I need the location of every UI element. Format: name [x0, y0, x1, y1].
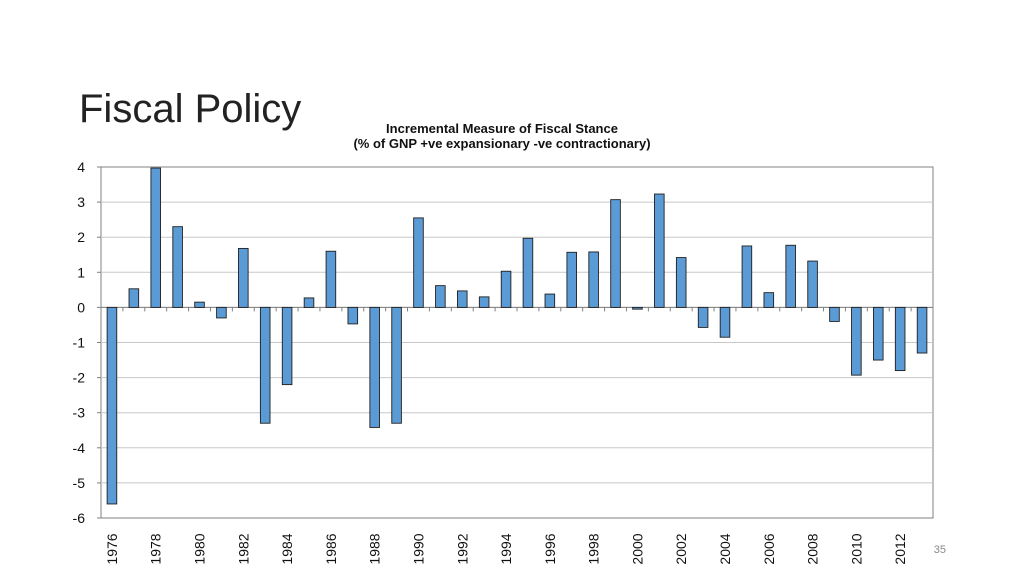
x-tick-label: 2012 — [892, 533, 908, 564]
slide-title: Fiscal Policy — [79, 86, 302, 131]
bar-2004 — [719, 306, 731, 338]
y-tick-label: -3 — [73, 405, 86, 421]
bar-2011 — [872, 306, 884, 361]
x-tick-label: 1986 — [323, 533, 339, 564]
bar-1995 — [522, 237, 534, 308]
x-tick-label: 1994 — [498, 533, 514, 564]
bar-1999 — [610, 199, 621, 308]
x-tick-label: 1990 — [410, 533, 426, 564]
y-tick-label: -1 — [73, 335, 86, 351]
bar-1991 — [435, 285, 446, 308]
bar-2008 — [807, 260, 818, 308]
y-tick-label: 1 — [77, 264, 85, 280]
bar-1989 — [391, 306, 402, 424]
chart-title: Incremental Measure of Fiscal Stance — [386, 121, 618, 136]
x-tick-label: 2000 — [629, 533, 645, 564]
bar-1987 — [347, 306, 359, 325]
bar-1985 — [303, 297, 315, 308]
x-tick-label: 1976 — [104, 533, 120, 564]
x-tick-label: 2010 — [848, 533, 864, 564]
chart-subtitle: (% of GNP +ve expansionary -ve contracti… — [353, 136, 651, 151]
y-tick-label: 3 — [77, 194, 85, 210]
bar-1993 — [478, 296, 490, 308]
bar-1986 — [325, 250, 337, 308]
bar-1994 — [500, 270, 512, 308]
y-tick-label: 2 — [77, 229, 85, 245]
bar-1997 — [566, 251, 578, 308]
bar-1977 — [128, 288, 140, 308]
bar-2010 — [851, 306, 862, 376]
page-number: 35 — [933, 544, 946, 556]
x-tick-label: 2008 — [805, 533, 821, 564]
x-tick-label: 1992 — [454, 533, 470, 564]
bar-2000 — [632, 306, 643, 310]
bar-1990 — [413, 217, 424, 308]
bar-2003 — [697, 306, 709, 328]
bar-2001 — [654, 193, 665, 308]
x-tick-label: 2002 — [673, 533, 689, 564]
x-tick-label: 2004 — [717, 533, 733, 564]
x-tick-label: 1978 — [148, 533, 164, 564]
bar-1979 — [172, 226, 183, 308]
bar-2007 — [785, 244, 796, 308]
bar-1992 — [456, 290, 468, 308]
bar-1976 — [106, 306, 118, 505]
y-tick-label: -6 — [73, 510, 86, 526]
bar-1982 — [238, 247, 249, 308]
bar-2005 — [741, 245, 753, 308]
y-tick-label: 0 — [77, 299, 85, 315]
bar-2012 — [894, 306, 906, 372]
bar-1996 — [544, 293, 556, 308]
x-tick-label: 1996 — [542, 533, 558, 564]
x-tick-label: 1984 — [279, 533, 295, 564]
y-tick-label: -5 — [73, 475, 86, 491]
bar-1980 — [194, 301, 205, 308]
bar-1981 — [216, 306, 227, 319]
y-tick-label: -2 — [73, 370, 86, 386]
y-tick-label: 4 — [77, 159, 85, 175]
x-tick-label: 1980 — [192, 533, 208, 564]
x-tick-label: 1988 — [367, 533, 383, 564]
x-tick-label: 1982 — [235, 533, 251, 564]
bar-2002 — [675, 257, 687, 308]
bar-2006 — [763, 292, 775, 308]
bar-1998 — [588, 251, 599, 308]
chart-title-block: Incremental Measure of Fiscal Stance (% … — [290, 121, 714, 151]
bar-1978 — [150, 167, 162, 308]
x-tick-label: 1998 — [586, 533, 602, 564]
bar-2009 — [829, 306, 840, 322]
x-tick-label: 2006 — [761, 533, 777, 564]
bar-1984 — [281, 306, 293, 386]
bar-1988 — [369, 306, 380, 428]
bar-1983 — [259, 306, 271, 424]
y-tick-label: -4 — [73, 440, 86, 456]
bar-2013 — [916, 306, 928, 354]
